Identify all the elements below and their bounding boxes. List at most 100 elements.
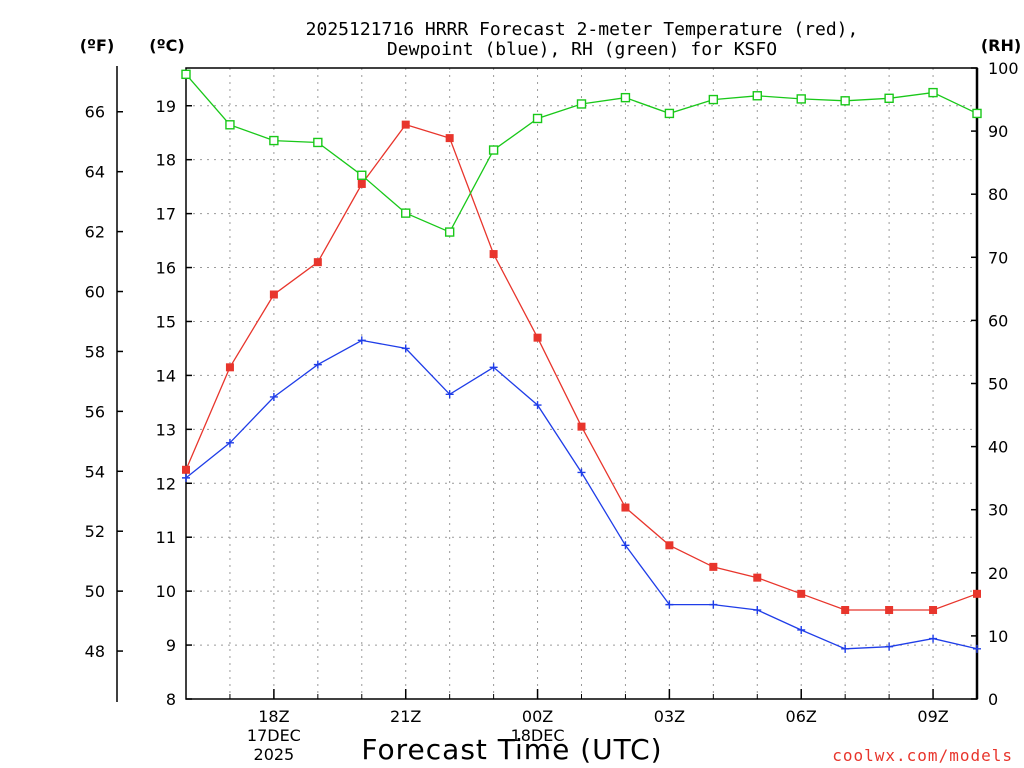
temperature-point (269, 290, 278, 299)
celsius-tick-label: 18 (156, 151, 176, 170)
dewpoint-point (445, 390, 454, 399)
rh-point (928, 87, 938, 98)
temperature-point (973, 589, 981, 598)
temperature-point (182, 465, 190, 474)
data-series (181, 69, 982, 653)
rh-point (576, 99, 587, 109)
rh-point (884, 93, 894, 103)
rh-tick-label: 100 (988, 59, 1019, 78)
temperature-point (885, 606, 894, 615)
rh-point (401, 208, 411, 218)
celsius-tick-label: 15 (156, 312, 176, 331)
credit-label: coolwx.com/models (832, 746, 1013, 765)
temperature-point (225, 363, 234, 372)
dewpoint-point (313, 360, 322, 369)
rh-point (708, 94, 719, 105)
temperature-point (709, 562, 718, 571)
dewpoint-point (797, 625, 806, 634)
celsius-tick-label: 9 (166, 636, 176, 655)
rh-tick-label: 60 (988, 311, 1008, 330)
dewpoint-point (533, 401, 542, 410)
celsius-tick-label: 19 (156, 97, 176, 116)
rh-point (225, 120, 235, 130)
fahrenheit-axis-label: (ºF) (80, 36, 115, 55)
dewpoint-point (665, 600, 674, 609)
dewpoint-point (885, 642, 894, 651)
dewpoint-point (709, 600, 718, 609)
dewpoint-point (577, 468, 586, 477)
rh-point (269, 135, 279, 146)
rh-axis-label: (RH) (981, 36, 1021, 55)
x-tick-label: 00Z (522, 707, 553, 726)
series-line-dewpoint (185, 339, 978, 650)
fahrenheit-tick-label: 62 (85, 223, 105, 242)
x-tick-label: 2025 (254, 745, 295, 764)
x-tick-label: 18Z (258, 707, 289, 726)
rh-point (752, 91, 762, 101)
dewpoint-point (973, 644, 981, 653)
rh-tick-label: 20 (988, 564, 1008, 583)
x-tick-label: 03Z (654, 707, 685, 726)
fahrenheit-tick-label: 66 (85, 103, 105, 122)
series-rh (181, 69, 982, 237)
rh-tick-label: 0 (988, 690, 998, 709)
fahrenheit-tick-label: 48 (85, 642, 105, 661)
rh-tick-label: 10 (988, 627, 1008, 646)
temperature-point (489, 250, 498, 259)
dewpoint-point (401, 344, 410, 353)
celsius-tick-label: 17 (156, 205, 176, 224)
dewpoint-point (269, 392, 278, 401)
chart-title-line-1: 2025121716 HRRR Forecast 2-meter Tempera… (306, 19, 859, 40)
celsius-tick-label: 16 (156, 259, 176, 278)
celsius-tick-label: 11 (156, 528, 176, 547)
x-tick-label: 17DEC (247, 726, 301, 745)
rh-tick-label: 80 (988, 185, 1008, 204)
rh-point (532, 113, 543, 124)
dewpoint-point (357, 336, 366, 345)
series-dewpoint (182, 336, 981, 653)
rh-point (357, 170, 367, 180)
dewpoint-point (225, 438, 234, 447)
x-tick-label: 06Z (786, 707, 817, 726)
rh-point (796, 94, 806, 104)
rh-point (313, 137, 323, 148)
rh-point (840, 96, 850, 106)
rh-tick-label: 90 (988, 122, 1008, 141)
x-tick-label: 09Z (917, 707, 948, 726)
rh-point (488, 145, 499, 155)
celsius-tick-label: 14 (156, 366, 176, 385)
rh-point (972, 108, 982, 119)
dewpoint-point (621, 541, 630, 550)
celsius-tick-label: 10 (156, 582, 176, 601)
temperature-point (841, 606, 850, 615)
dewpoint-point (841, 644, 850, 653)
temperature-point (313, 258, 322, 267)
x-tick-label: 18DEC (511, 726, 565, 745)
rh-point (181, 69, 191, 80)
celsius-tick-label: 8 (166, 690, 176, 709)
tick-labels: 8 9 10 11 12 13 14 15 16 17 18 19 48 50 52 54 56 58 60 62 64… (85, 59, 1019, 764)
temperature-point (401, 120, 410, 129)
temperature-point (621, 503, 630, 512)
fahrenheit-tick-label: 50 (85, 582, 105, 601)
rh-point (664, 108, 675, 119)
rh-tick-label: 30 (988, 501, 1008, 520)
celsius-tick-label: 13 (156, 420, 176, 439)
dewpoint-point (489, 363, 498, 372)
gridlines (186, 68, 977, 699)
temperature-point (357, 179, 366, 188)
temperature-point (797, 589, 806, 598)
temperature-point (665, 541, 674, 550)
rh-tick-label: 70 (988, 248, 1008, 267)
rh-point (444, 227, 455, 237)
x-tick-label: 21Z (390, 707, 421, 726)
temperature-point (929, 606, 938, 615)
temperature-point (445, 134, 454, 143)
fahrenheit-tick-label: 64 (85, 163, 105, 182)
fahrenheit-tick-label: 58 (85, 342, 105, 361)
celsius-axis-label: (ºC) (149, 36, 184, 55)
rh-point (620, 92, 631, 103)
fahrenheit-tick-label: 52 (85, 522, 105, 541)
fahrenheit-tick-label: 56 (85, 402, 105, 421)
x-axis-title: Forecast Time (UTC) (361, 733, 662, 766)
